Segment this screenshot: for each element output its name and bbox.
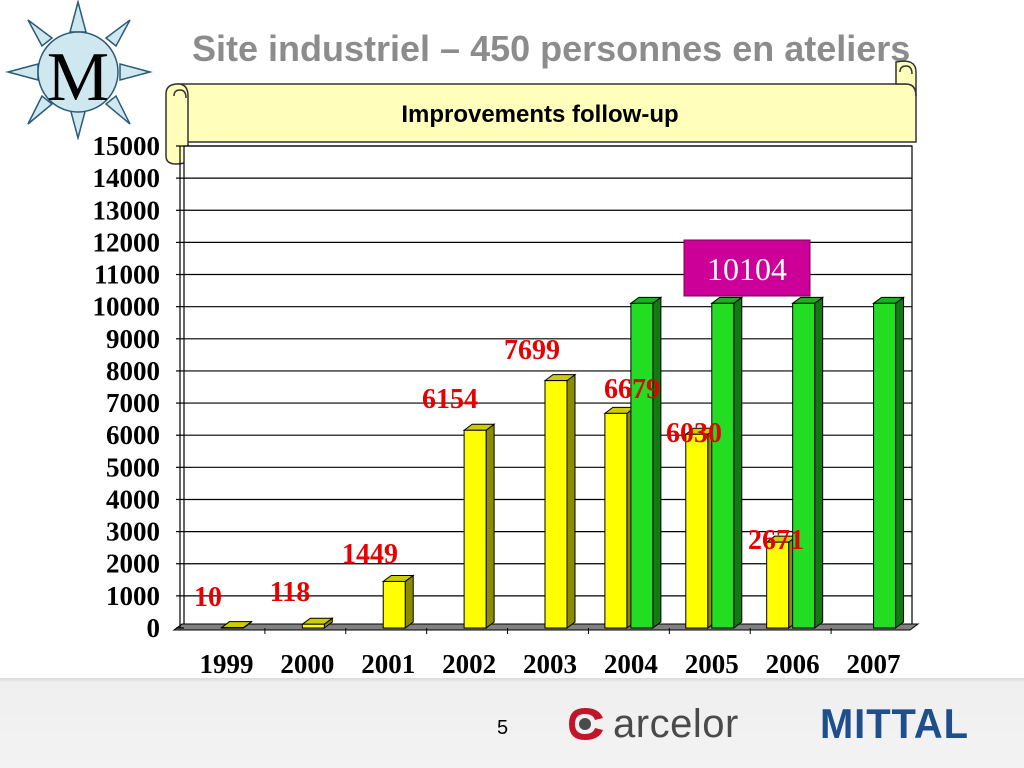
data-label: 6154	[422, 384, 478, 415]
scroll-banner	[165, 60, 917, 165]
bar-chart: 0100020003000400050006000700080009000100…	[93, 131, 920, 679]
y-tick-label: 13000	[93, 195, 161, 225]
m-compass-logo: M	[5, 0, 153, 140]
x-tick-label: 2007	[847, 649, 901, 679]
banner-title: Improvements follow-up	[401, 101, 679, 128]
logo-letter: M	[47, 39, 109, 116]
y-tick-label: 11000	[94, 260, 160, 290]
target-badge: 10104	[683, 239, 811, 297]
bar-yellow	[300, 617, 334, 629]
x-tick-label: 2004	[604, 649, 658, 679]
bar-green	[872, 296, 906, 629]
y-tick-label: 15000	[93, 131, 161, 161]
y-tick-label: 8000	[106, 356, 160, 386]
y-tick-label: 12000	[93, 227, 161, 257]
data-label: 6030	[666, 418, 722, 449]
data-label: 2671	[748, 525, 804, 556]
bar-green	[791, 296, 825, 629]
page-number: 5	[497, 717, 509, 739]
y-tick-label: 7000	[106, 388, 160, 418]
data-label: 118	[270, 577, 310, 608]
page-title: Site industriel – 450 personnes en ateli…	[192, 28, 911, 69]
data-label: 1449	[342, 539, 398, 570]
x-tick-label: 2006	[766, 649, 820, 679]
y-tick-label: 0	[147, 613, 161, 643]
footer-bar	[0, 678, 1024, 768]
bar-yellow	[219, 620, 253, 629]
x-tick-label: 2005	[685, 649, 739, 679]
data-label: 10	[194, 582, 222, 613]
target-label: 10104	[707, 251, 787, 287]
arcelor-swirl-icon	[569, 708, 603, 740]
y-tick-label: 1000	[106, 581, 160, 611]
arcelor-logo: arcelor	[563, 702, 739, 746]
arcelor-wordmark: arcelor	[613, 701, 739, 746]
y-tick-label: 14000	[93, 163, 161, 193]
y-tick-label: 10000	[93, 292, 161, 322]
y-tick-label: 4000	[106, 484, 160, 514]
y-tick-label: 9000	[106, 324, 160, 354]
data-label: 6679	[604, 374, 660, 405]
bars	[219, 296, 906, 629]
x-tick-label: 2002	[442, 649, 496, 679]
axes: 0100020003000400050006000700080009000100…	[93, 131, 901, 679]
bar-yellow	[543, 373, 577, 629]
y-tick-label: 6000	[106, 420, 160, 450]
data-label: 7699	[504, 335, 560, 366]
bar-yellow	[462, 423, 496, 629]
bar-green	[629, 296, 663, 629]
x-tick-label: 2001	[361, 649, 415, 679]
x-tick-label: 1999	[199, 649, 253, 679]
y-tick-label: 2000	[106, 549, 160, 579]
bar-green	[710, 296, 744, 629]
mittal-logo: MITTAL	[820, 700, 970, 747]
y-tick-label: 3000	[106, 517, 160, 547]
x-tick-label: 2003	[523, 649, 577, 679]
x-tick-label: 2000	[280, 649, 334, 679]
bar-yellow	[381, 574, 415, 629]
y-tick-label: 5000	[106, 452, 160, 482]
